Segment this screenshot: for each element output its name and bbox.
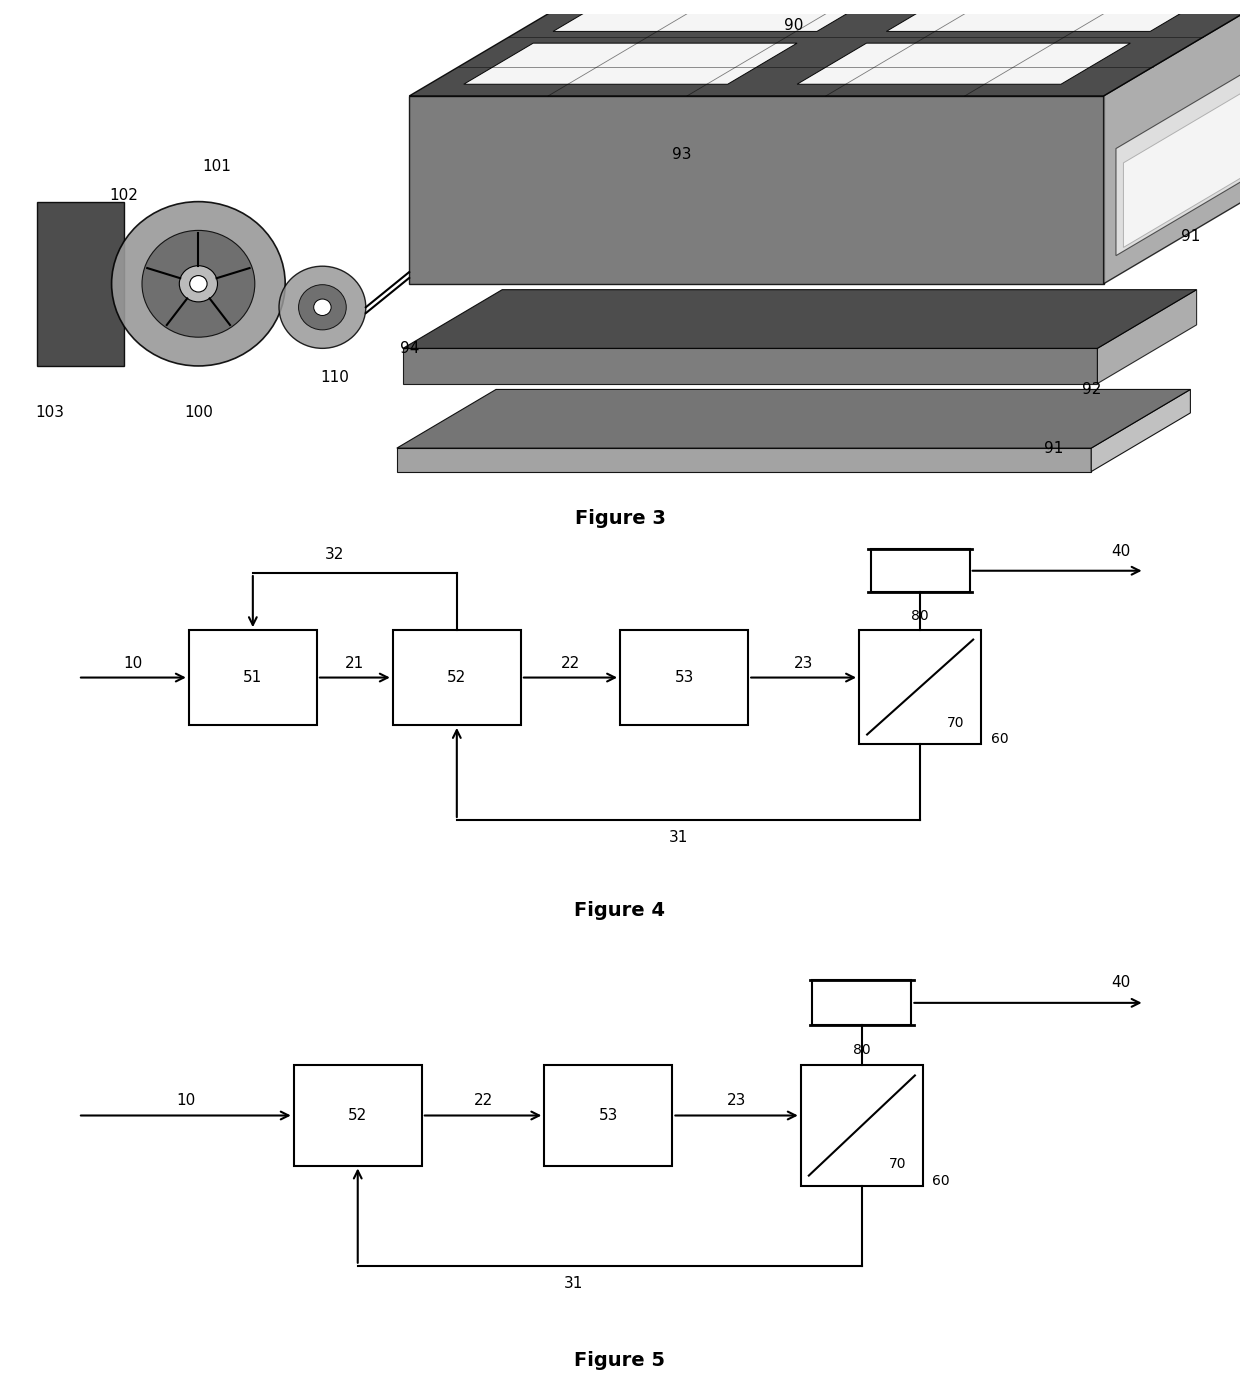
- Circle shape: [180, 265, 217, 302]
- Text: 80: 80: [853, 1044, 870, 1058]
- Polygon shape: [1116, 61, 1240, 255]
- Text: Figure 4: Figure 4: [574, 900, 666, 920]
- Polygon shape: [797, 43, 1131, 84]
- Polygon shape: [1091, 389, 1190, 472]
- Polygon shape: [397, 447, 1091, 472]
- Circle shape: [143, 231, 255, 337]
- Text: 40: 40: [1111, 975, 1131, 990]
- Text: 51: 51: [243, 670, 263, 685]
- Text: 70: 70: [889, 1156, 906, 1171]
- Text: 60: 60: [932, 1174, 950, 1188]
- Bar: [801, 1066, 923, 1185]
- Bar: [620, 630, 748, 725]
- Text: 90: 90: [784, 18, 804, 33]
- Circle shape: [279, 267, 366, 348]
- Bar: [859, 630, 981, 744]
- Polygon shape: [1123, 80, 1240, 247]
- Text: 22: 22: [560, 656, 580, 671]
- Text: 110: 110: [320, 370, 350, 385]
- Text: 32: 32: [325, 547, 345, 562]
- Text: 91: 91: [1044, 441, 1064, 456]
- Bar: [870, 550, 970, 592]
- Text: 91: 91: [1180, 229, 1200, 244]
- Polygon shape: [464, 43, 797, 84]
- Text: 102: 102: [109, 188, 139, 203]
- Text: 80: 80: [911, 609, 929, 623]
- Text: 31: 31: [564, 1276, 583, 1291]
- Polygon shape: [1097, 290, 1197, 384]
- Text: 53: 53: [675, 670, 694, 685]
- Text: 53: 53: [599, 1108, 618, 1123]
- Text: 21: 21: [345, 656, 365, 671]
- Polygon shape: [887, 0, 1220, 32]
- Text: Figure 3: Figure 3: [574, 510, 666, 528]
- Circle shape: [299, 284, 346, 330]
- Text: 60: 60: [991, 732, 1008, 746]
- Polygon shape: [37, 202, 124, 366]
- Polygon shape: [397, 389, 1190, 447]
- Polygon shape: [409, 97, 1104, 284]
- Bar: [812, 981, 911, 1025]
- Bar: [393, 630, 521, 725]
- Polygon shape: [553, 0, 887, 32]
- Circle shape: [112, 202, 285, 366]
- Text: 93: 93: [672, 148, 692, 162]
- Bar: [188, 630, 317, 725]
- Text: 92: 92: [1081, 383, 1101, 396]
- Text: 52: 52: [348, 1108, 367, 1123]
- Text: 31: 31: [668, 830, 688, 845]
- Text: 52: 52: [448, 670, 466, 685]
- Circle shape: [314, 300, 331, 315]
- Text: 23: 23: [794, 656, 813, 671]
- Text: 10: 10: [176, 1092, 196, 1108]
- Bar: [294, 1066, 422, 1166]
- Text: 10: 10: [124, 656, 143, 671]
- Text: 22: 22: [474, 1092, 492, 1108]
- Text: 100: 100: [184, 406, 213, 420]
- Text: 40: 40: [1111, 544, 1131, 559]
- Bar: [544, 1066, 672, 1166]
- Polygon shape: [403, 290, 1197, 348]
- Text: 101: 101: [202, 159, 232, 174]
- Polygon shape: [409, 0, 1240, 97]
- Circle shape: [190, 276, 207, 291]
- Text: 70: 70: [947, 717, 965, 731]
- Text: 23: 23: [727, 1092, 746, 1108]
- Text: Figure 5: Figure 5: [574, 1351, 666, 1370]
- Text: 103: 103: [35, 406, 64, 420]
- Text: 94: 94: [399, 341, 419, 356]
- Polygon shape: [403, 348, 1097, 384]
- Polygon shape: [1104, 0, 1240, 284]
